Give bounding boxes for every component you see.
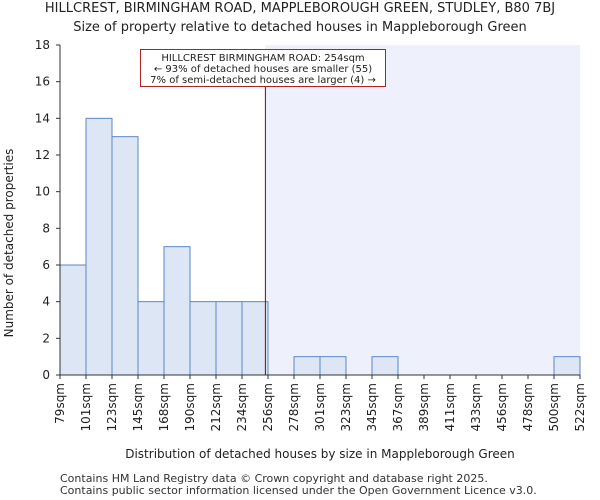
- histogram-bar: [553, 356, 581, 376]
- x-axis-label: Distribution of detached houses by size …: [125, 447, 515, 461]
- y-tick-label: 18: [35, 38, 50, 52]
- x-tick-label: 278sqm: [287, 383, 301, 431]
- y-axis-label: Number of detached properties: [2, 149, 16, 338]
- annotation-line-2: ← 93% of detached houses are smaller (55…: [153, 64, 373, 75]
- x-tick-label: 456sqm: [495, 383, 509, 431]
- y-tick-label: 4: [42, 295, 50, 309]
- x-tick-label: 212sqm: [209, 383, 223, 431]
- y-tick-label: 14: [35, 111, 50, 125]
- x-tick-label: 79sqm: [53, 383, 67, 424]
- y-tick-label: 0: [42, 368, 50, 382]
- x-tick-label: 256sqm: [261, 383, 275, 431]
- histogram-bar: [215, 301, 243, 376]
- y-tick-label: 16: [35, 75, 50, 89]
- x-tick-label: 234sqm: [235, 383, 249, 431]
- histogram-bar: [189, 301, 217, 376]
- y-tick-label: 10: [35, 185, 50, 199]
- histogram-bar: [111, 136, 139, 376]
- x-tick-label: 389sqm: [417, 383, 431, 431]
- histogram-bar: [241, 301, 269, 376]
- x-tick-label: 500sqm: [547, 383, 561, 431]
- x-tick-label: 345sqm: [365, 383, 379, 431]
- x-tick-label: 411sqm: [443, 383, 457, 431]
- annotation-box: HILLCREST BIRMINGHAM ROAD: 254sqm ← 93% …: [140, 49, 386, 87]
- chart-subtitle: Size of property relative to detached ho…: [73, 20, 527, 35]
- histogram-bar: [371, 356, 399, 376]
- x-tick-label: 433sqm: [469, 383, 483, 431]
- x-tick-label: 168sqm: [157, 383, 171, 431]
- x-tick-label: 123sqm: [105, 383, 119, 431]
- x-tick-label: 478sqm: [521, 383, 535, 431]
- x-tick-label: 301sqm: [313, 383, 327, 431]
- histogram-bar: [319, 356, 347, 376]
- x-tick-label: 522sqm: [573, 383, 587, 431]
- x-tick-label: 190sqm: [183, 383, 197, 431]
- histogram-bar: [163, 246, 191, 376]
- y-tick-label: 2: [42, 331, 50, 345]
- histogram-bar: [59, 264, 87, 376]
- x-tick-label: 323sqm: [339, 383, 353, 431]
- histogram-bar: [293, 356, 321, 376]
- footer-line-2: Contains public sector information licen…: [60, 484, 537, 497]
- annotation-line-3: 7% of semi-detached houses are larger (4…: [150, 75, 376, 86]
- annotation-line-1: HILLCREST BIRMINGHAM ROAD: 254sqm: [161, 53, 365, 64]
- larger-region-shade: [265, 45, 580, 375]
- histogram-bar: [85, 117, 113, 376]
- y-tick-label: 12: [35, 148, 50, 162]
- y-tick-label: 8: [42, 221, 50, 235]
- histogram-bar: [137, 301, 165, 376]
- x-tick-label: 367sqm: [391, 383, 405, 431]
- y-tick-label: 6: [42, 258, 50, 272]
- chart-title: HILLCREST, BIRMINGHAM ROAD, MAPPLEBOROUG…: [44, 1, 556, 16]
- footer-line-1: Contains HM Land Registry data © Crown c…: [60, 472, 488, 485]
- x-tick-label: 101sqm: [79, 383, 93, 431]
- x-tick-label: 145sqm: [131, 383, 145, 431]
